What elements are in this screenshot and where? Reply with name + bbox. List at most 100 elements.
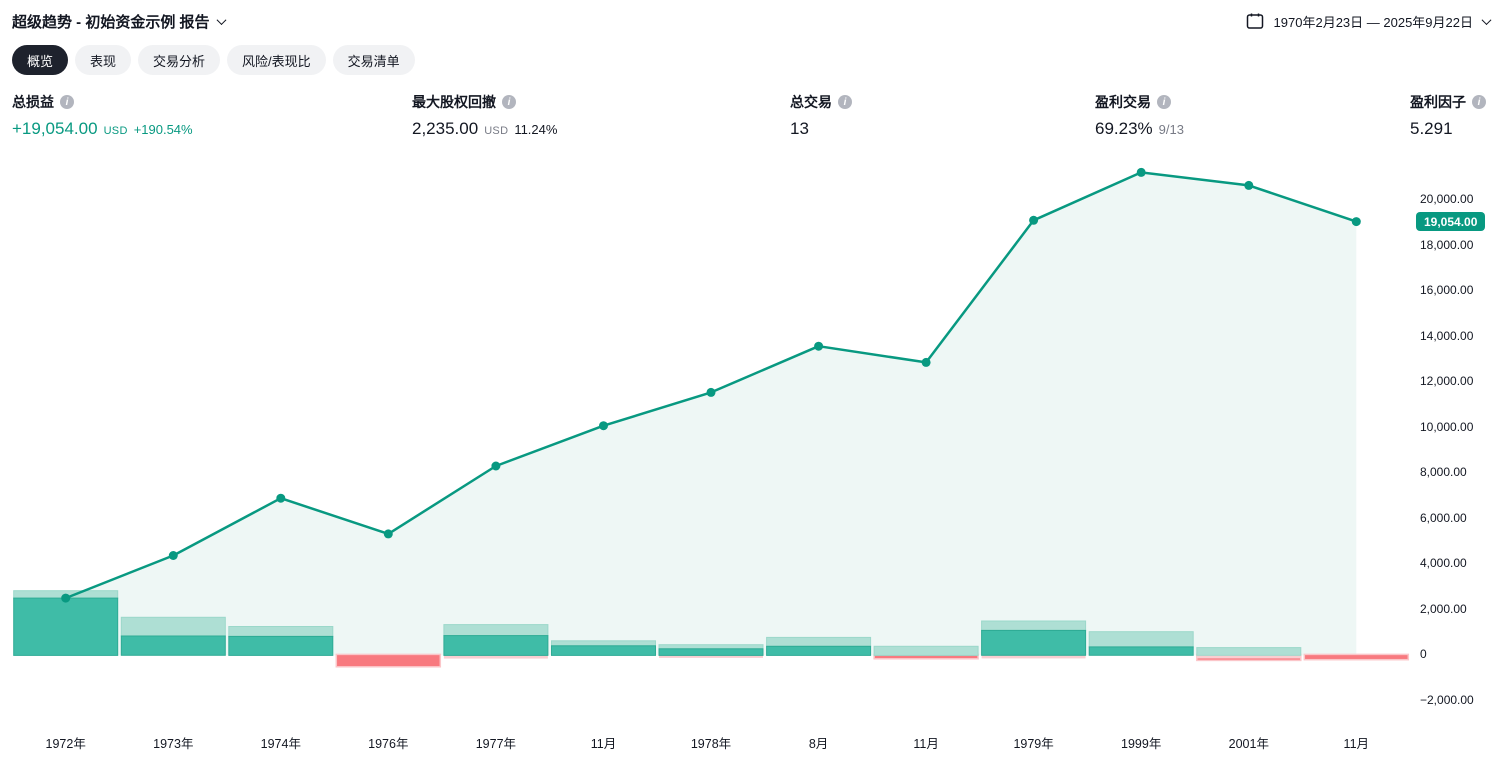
trade-bar-segment	[1088, 631, 1194, 648]
trade-bar-segment	[228, 626, 334, 637]
trade-bar-segment	[120, 616, 226, 637]
x-axis-label: 1976年	[368, 737, 409, 751]
trade-bar-segment	[1303, 653, 1410, 661]
stat-label: 总损益	[12, 94, 54, 110]
equity-point	[921, 357, 931, 367]
report-title: 超级趋势 - 初始资金示例 报告	[12, 13, 210, 31]
date-range-label: 1970年2月23日 — 2025年9月22日	[1273, 14, 1473, 30]
y-axis-label: 10,000.00	[1420, 419, 1474, 434]
stat-label: 总交易	[790, 94, 832, 110]
equity-point	[1136, 167, 1146, 177]
stat-value: 13	[790, 119, 809, 138]
equity-point	[276, 493, 286, 503]
y-axis-label: 6,000.00	[1420, 510, 1467, 525]
info-icon[interactable]: i	[60, 95, 74, 109]
stat-currency: USD	[103, 125, 128, 137]
x-axis-label: 11月	[913, 737, 939, 751]
tab-trade-list[interactable]: 交易清单	[332, 45, 415, 75]
equity-point	[491, 461, 501, 471]
equity-point	[61, 593, 71, 603]
y-axis-label: 18,000.00	[1420, 237, 1474, 252]
equity-area	[65, 172, 1357, 656]
stat-secondary: +190.54%	[133, 122, 193, 137]
trade-bar-segment	[120, 635, 226, 656]
y-axis-label: −2,000.00	[1420, 692, 1474, 707]
trade-bar-segment	[335, 653, 442, 668]
trade-bar-segment	[1196, 647, 1302, 656]
y-axis-label: 16,000.00	[1420, 283, 1474, 298]
trade-bar-segment	[551, 645, 656, 656]
trade-bar-segment	[981, 620, 1087, 631]
trade-bar-segment	[658, 644, 764, 650]
tab-trade-analysis[interactable]: 交易分析	[138, 45, 221, 75]
calendar-icon	[1246, 13, 1263, 29]
trade-bar-segment	[228, 635, 334, 656]
trade-bar-segment	[766, 636, 872, 647]
y-axis-label: 14,000.00	[1420, 328, 1474, 343]
date-range-picker[interactable]: 1970年2月23日 — 2025年9月22日	[1246, 12, 1492, 31]
equity-chart-canvas	[13, 167, 1410, 668]
y-axis-label: 4,000.00	[1420, 556, 1467, 571]
equity-point	[706, 387, 716, 397]
stat-secondary: 11.24%	[514, 122, 558, 137]
stat-percent-profitable: 盈利交易 i 69.23% 9/13	[1095, 92, 1184, 139]
stat-value: 2,235.00	[412, 119, 479, 138]
stat-label: 盈利交易	[1095, 94, 1151, 110]
stat-value: 5.291	[1410, 119, 1453, 138]
x-axis-label: 1977年	[475, 737, 517, 751]
report-header: 超级趋势 - 初始资金示例 报告 1970年2月23日 — 2025年9月22日	[12, 8, 1492, 34]
trade-bar-segment	[1196, 654, 1301, 659]
trade-bar-segment	[1088, 646, 1194, 656]
stat-label: 最大股权回撤	[412, 94, 496, 110]
info-icon[interactable]: i	[838, 95, 852, 109]
equity-point	[168, 551, 178, 560]
stats-row: 总损益 i +19,054.00 USD +190.54% 最大股权回撤 i 2,235…	[0, 92, 1504, 142]
stat-total-trades: 总交易 i 13	[790, 92, 852, 139]
stat-value: +19,054.00	[12, 119, 98, 138]
x-axis-label: 1999年	[1121, 737, 1162, 751]
stat-net-profit: 总损益 i +19,054.00 USD +190.54%	[12, 92, 193, 139]
last-value-badge: 19,054.00	[1416, 211, 1486, 231]
chevron-down-icon	[1481, 14, 1492, 25]
trade-bar-segment	[443, 624, 549, 637]
x-axis-label: 1978年	[690, 737, 732, 751]
x-axis-label: 8月	[808, 737, 829, 751]
x-axis-label: 2001年	[1228, 737, 1269, 751]
y-axis-label: 12,000.00	[1420, 374, 1474, 389]
tab-performance[interactable]: 表现	[75, 45, 132, 75]
equity-point	[1029, 215, 1039, 225]
x-axis-label: 11月	[590, 737, 617, 751]
tab-risk-performance-ratio[interactable]: 风险/表现比	[227, 45, 326, 75]
info-icon[interactable]: i	[1157, 95, 1171, 109]
info-icon[interactable]: i	[502, 95, 516, 109]
trade-bar-segment	[658, 648, 764, 656]
x-axis-label: 1979年	[1013, 737, 1054, 751]
equity-point	[814, 341, 824, 351]
stat-max-drawdown: 最大股权回撤 i 2,235.00 USD 11.24%	[412, 92, 557, 139]
y-axis-label: 20,000.00	[1420, 192, 1474, 207]
trade-bar-segment	[13, 597, 119, 656]
equity-point	[1351, 217, 1361, 227]
x-axis-label: 11月	[1343, 737, 1370, 751]
x-axis-label: 1972年	[45, 737, 86, 751]
trade-bar-segment	[551, 640, 656, 647]
trade-bar-segment	[981, 654, 1086, 659]
chevron-down-icon[interactable]	[216, 14, 226, 25]
stat-profit-factor: 盈利因子 i 5.291	[1410, 92, 1486, 139]
info-icon[interactable]: i	[1472, 95, 1486, 109]
stat-value: 69.23%	[1095, 119, 1153, 138]
x-axis-label: 1974年	[260, 737, 301, 751]
equity-chart[interactable]: 19,054.00 20,000.00 18,000.00 16,000.00 14,…	[0, 150, 1504, 760]
y-axis-label: 8,000.00	[1420, 465, 1467, 480]
y-axis-label: 0	[1420, 647, 1427, 662]
report-tabs: 概览 表现 交易分析 风险/表现比 交易清单	[12, 45, 415, 75]
x-axis-label: 1973年	[153, 737, 194, 751]
trade-bar-segment	[981, 629, 1087, 656]
stat-currency: USD	[484, 125, 509, 137]
trade-bar-segment	[873, 645, 979, 656]
trade-bar-segment	[659, 654, 763, 658]
y-axis-label: 2,000.00	[1420, 601, 1467, 616]
trade-bar-segment	[443, 654, 548, 659]
tab-overview[interactable]: 概览	[12, 45, 69, 75]
equity-point	[1244, 180, 1254, 190]
